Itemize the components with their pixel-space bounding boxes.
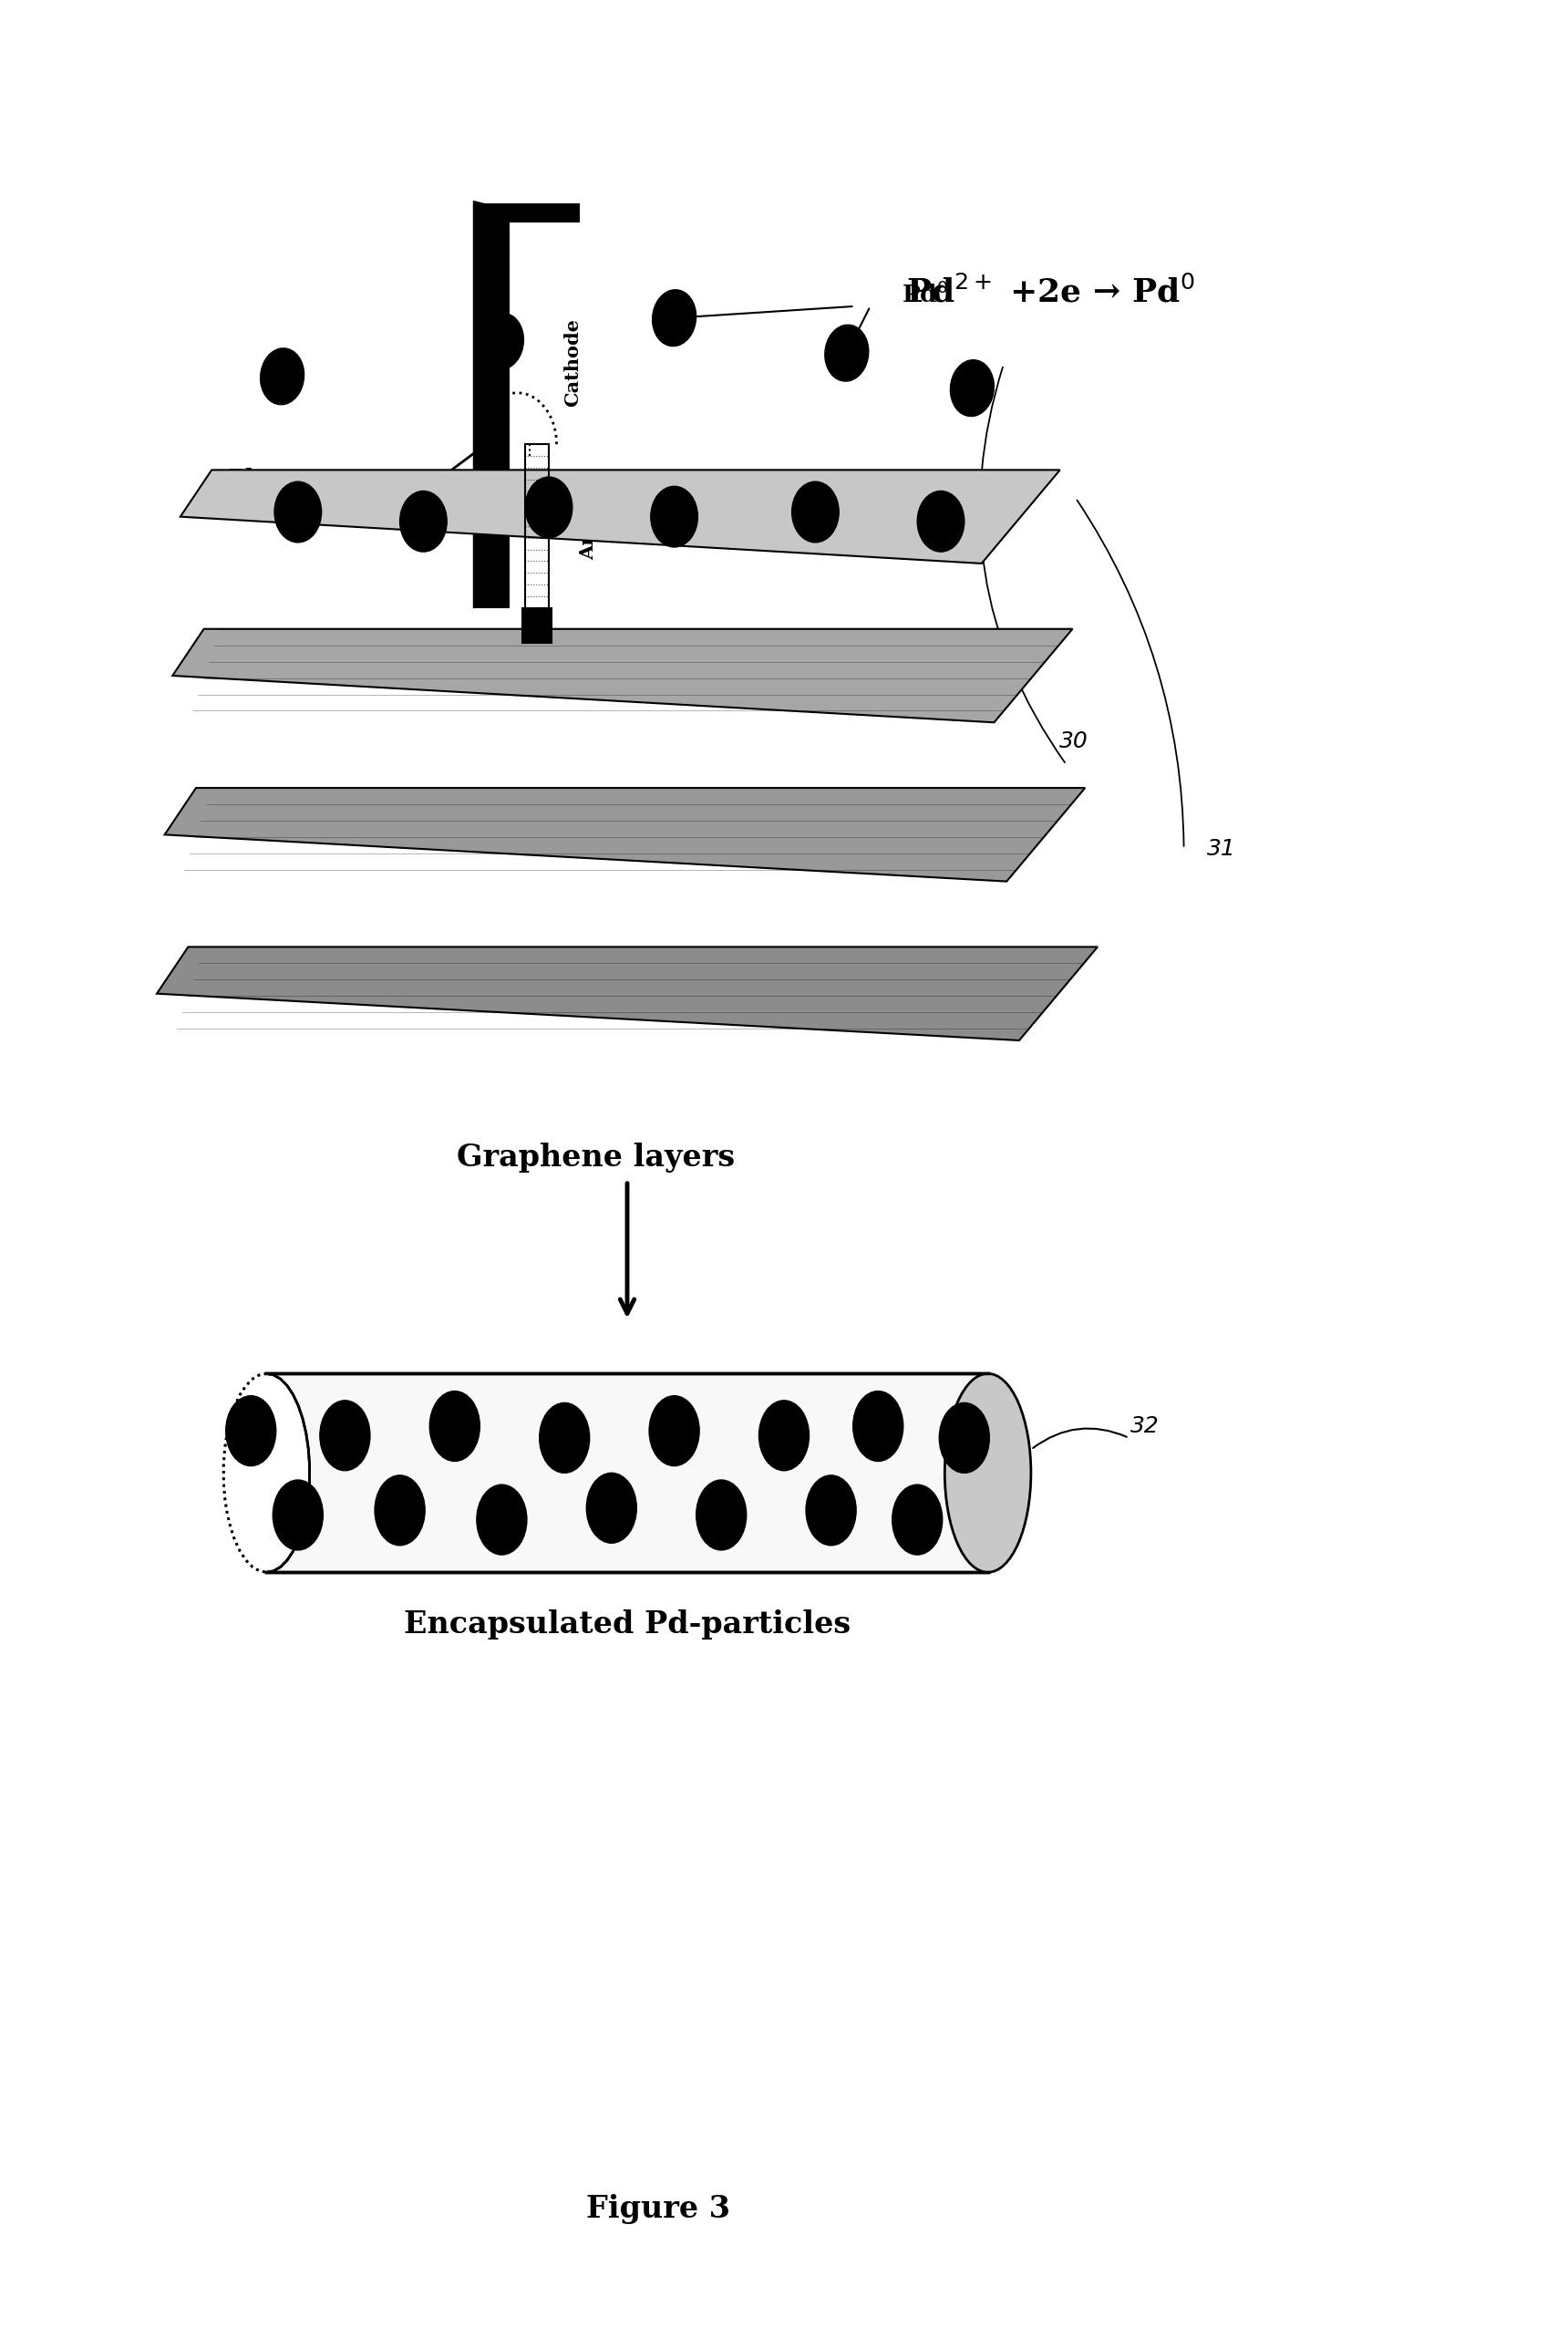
Ellipse shape [892, 1485, 942, 1555]
Polygon shape [474, 257, 510, 271]
Ellipse shape [825, 325, 869, 381]
Polygon shape [474, 580, 510, 594]
Polygon shape [474, 510, 510, 524]
Bar [474, 210, 510, 608]
Bar [522, 608, 552, 643]
Ellipse shape [539, 1403, 590, 1473]
Polygon shape [474, 482, 510, 496]
Ellipse shape [226, 1396, 276, 1466]
Polygon shape [474, 327, 510, 341]
Ellipse shape [853, 1391, 903, 1461]
Polygon shape [474, 468, 510, 482]
Polygon shape [474, 454, 510, 468]
Polygon shape [474, 411, 510, 426]
Polygon shape [474, 355, 510, 369]
Polygon shape [474, 341, 510, 355]
Polygon shape [474, 552, 510, 566]
Text: Cathode: Cathode [563, 318, 582, 407]
Bar [525, 444, 549, 608]
Ellipse shape [652, 290, 696, 346]
Polygon shape [474, 369, 510, 383]
Polygon shape [474, 271, 510, 285]
Polygon shape [474, 594, 510, 608]
Ellipse shape [917, 491, 964, 552]
Polygon shape [474, 426, 510, 440]
Ellipse shape [400, 491, 447, 552]
Text: Pd$^{0}$: Pd$^{0}$ [902, 281, 949, 309]
Text: 32: 32 [1131, 1414, 1159, 1438]
Ellipse shape [649, 1396, 699, 1466]
Ellipse shape [759, 1400, 809, 1471]
Ellipse shape [806, 1475, 856, 1545]
Bar [525, 444, 549, 608]
Ellipse shape [792, 482, 839, 542]
Ellipse shape [696, 1480, 746, 1550]
Ellipse shape [320, 1400, 370, 1471]
Polygon shape [474, 496, 510, 510]
Ellipse shape [273, 1480, 323, 1550]
Polygon shape [474, 566, 510, 580]
Bar [474, 203, 580, 222]
Polygon shape [474, 229, 510, 243]
Polygon shape [474, 299, 510, 313]
Polygon shape [474, 538, 510, 552]
Text: Figure 3: Figure 3 [586, 2195, 731, 2223]
Ellipse shape [950, 360, 994, 416]
Text: 30: 30 [1060, 729, 1088, 753]
Ellipse shape [260, 348, 304, 404]
Ellipse shape [939, 1403, 989, 1473]
Polygon shape [180, 470, 1060, 563]
Ellipse shape [274, 482, 321, 542]
Ellipse shape [224, 1375, 310, 1573]
Polygon shape [157, 947, 1098, 1040]
Polygon shape [172, 629, 1073, 722]
Text: Encapsulated Pd-particles: Encapsulated Pd-particles [405, 1611, 850, 1639]
Polygon shape [474, 243, 510, 257]
Ellipse shape [430, 1391, 480, 1461]
Text: Pd$^{2+}$ +2e → Pd$^{0}$: Pd$^{2+}$ +2e → Pd$^{0}$ [906, 276, 1195, 309]
Polygon shape [474, 215, 510, 229]
FancyBboxPatch shape [267, 1372, 988, 1571]
Ellipse shape [480, 313, 524, 369]
Polygon shape [474, 313, 510, 327]
Text: Graphene layers: Graphene layers [456, 1143, 735, 1171]
Text: Anode: Anode [579, 493, 597, 559]
Ellipse shape [375, 1475, 425, 1545]
Polygon shape [165, 788, 1085, 881]
Polygon shape [474, 383, 510, 397]
Ellipse shape [586, 1473, 637, 1543]
Polygon shape [474, 524, 510, 538]
Ellipse shape [944, 1375, 1030, 1573]
Ellipse shape [477, 1485, 527, 1555]
Text: 31: 31 [1207, 837, 1236, 860]
Text: Plasma
Region: Plasma Region [229, 468, 320, 514]
Polygon shape [474, 440, 510, 454]
Polygon shape [474, 397, 510, 411]
Ellipse shape [651, 486, 698, 547]
Polygon shape [474, 201, 510, 215]
Polygon shape [474, 285, 510, 299]
Ellipse shape [525, 477, 572, 538]
